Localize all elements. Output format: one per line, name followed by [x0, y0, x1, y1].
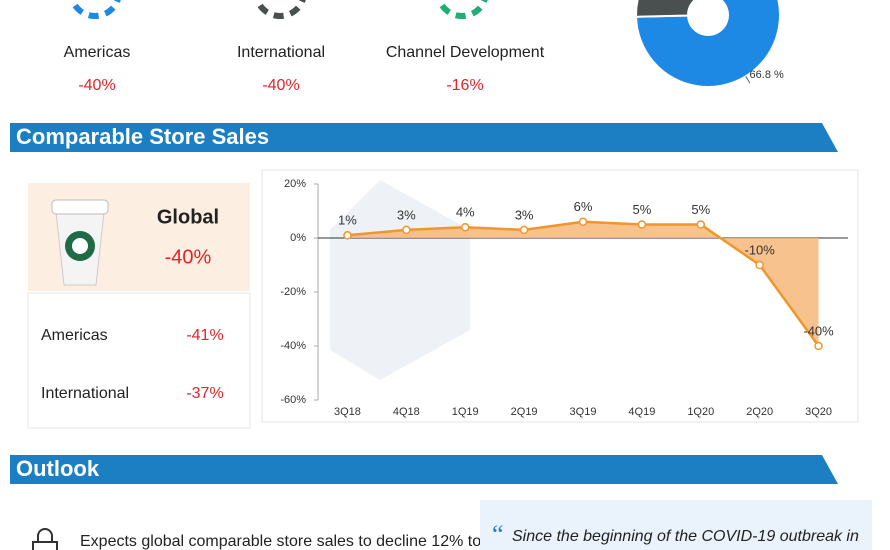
x-tick-label: 4Q18	[393, 406, 420, 418]
y-tick-label: 0%	[290, 232, 306, 244]
data-label: -10%	[744, 242, 775, 257]
x-tick-label: 1Q19	[452, 406, 479, 418]
line-chart: -60% -40% -20% 0% 20% 1% 3Q18 3% 4Q18 4% 1Q19 3% 2Q1…	[280, 178, 848, 418]
point	[402, 225, 411, 235]
quote-text: Since the beginning of the COVID-19 outb…	[512, 528, 859, 545]
point	[578, 217, 588, 227]
region-value: -37%	[186, 385, 223, 402]
y-tick-label: -60%	[280, 394, 306, 406]
region-card	[27, 292, 251, 429]
x-tick-label: 3Q19	[570, 406, 597, 418]
section-title: Comparable Store Sales	[16, 124, 269, 149]
region-value: -41%	[186, 327, 223, 344]
point	[637, 220, 647, 229]
area	[347, 221, 819, 346]
slice-label: 66.8 %	[750, 69, 784, 81]
data-label: 3%	[397, 207, 416, 222]
section-banner	[10, 455, 838, 484]
section-banner	[10, 123, 838, 152]
global-label: Global	[157, 206, 219, 228]
outlook-text: Expects global comparable store sales to…	[80, 533, 481, 550]
global-value: -40%	[165, 246, 212, 268]
data-label: 6%	[574, 199, 593, 214]
segment-value: -40%	[78, 77, 115, 94]
x-tick-label: 2Q20	[746, 406, 773, 418]
data-label: 3%	[515, 207, 534, 222]
segment-name: International	[237, 44, 325, 61]
x-tick-label: 4Q19	[628, 406, 655, 418]
y-tick-label: -40%	[280, 340, 306, 352]
donut-slice	[634, 0, 781, 88]
donut-chart: 66.8 %22.6 %	[634, 0, 784, 88]
data-label: -40%	[803, 323, 834, 338]
point	[755, 260, 764, 270]
point	[519, 225, 529, 235]
region-name: Americas	[41, 327, 108, 344]
quote-mark: “	[492, 520, 504, 549]
donut-slice	[635, 0, 697, 18]
x-tick-label: 2Q19	[511, 406, 538, 418]
data-label: 5%	[632, 202, 651, 217]
data-label: 5%	[691, 202, 710, 217]
lock-icon	[32, 528, 58, 550]
segment-name: Americas	[64, 44, 131, 61]
cup-icon	[51, 199, 109, 286]
point	[343, 231, 352, 240]
segment-value: -16%	[446, 77, 483, 94]
point	[460, 222, 470, 232]
x-tick-label: 3Q20	[805, 406, 832, 418]
icon	[436, 0, 488, 19]
x-tick-label: 3Q18	[334, 406, 361, 418]
y-tick-label: -20%	[280, 286, 306, 298]
quote-box	[480, 500, 872, 550]
section-title: Outlook	[16, 456, 100, 481]
region-name: International	[41, 385, 129, 402]
segment-value: -40%	[262, 77, 299, 94]
point	[814, 341, 823, 351]
segment-name: Channel Development	[386, 44, 545, 61]
data-label: 4%	[456, 205, 475, 220]
icon	[254, 0, 306, 19]
segment-icons	[69, 0, 488, 19]
data-label: 1%	[338, 213, 357, 228]
y-tick-label: 20%	[284, 178, 306, 190]
point	[696, 220, 706, 229]
x-tick-label: 1Q20	[687, 406, 714, 418]
icon	[69, 0, 121, 19]
label-connector	[745, 76, 751, 84]
